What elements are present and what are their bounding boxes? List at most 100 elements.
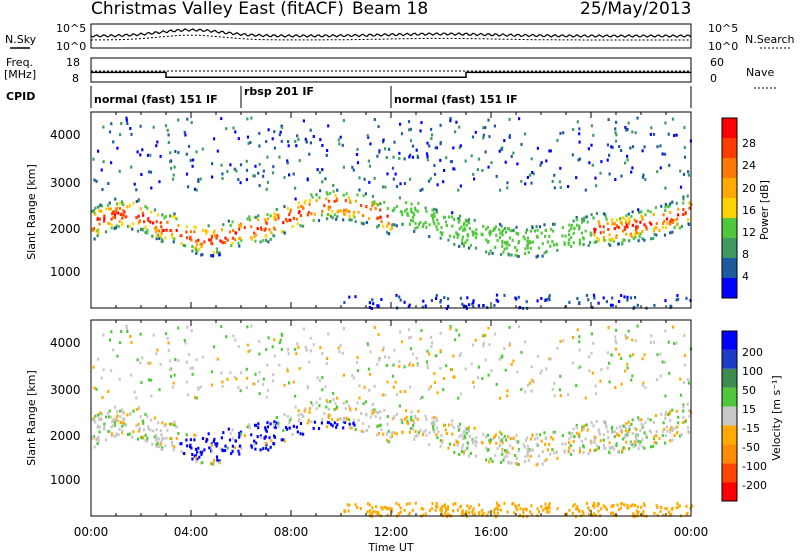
echo-cell <box>208 238 211 242</box>
echo-cell <box>352 213 355 217</box>
echo-cell <box>92 417 95 421</box>
echo-cell <box>482 334 485 338</box>
echo-cell <box>582 427 585 431</box>
echo-cell <box>568 300 571 304</box>
echo-cell <box>634 235 637 239</box>
echo-cell <box>514 246 517 249</box>
echo-cell <box>308 202 311 206</box>
echo-cell <box>516 508 519 512</box>
echo-cell <box>108 338 112 342</box>
echo-cell <box>679 377 682 381</box>
echo-cell <box>352 421 355 425</box>
echo-cell <box>417 430 420 434</box>
echo-cell <box>135 200 138 203</box>
echo-cell <box>578 434 581 438</box>
echo-cell <box>431 133 434 137</box>
echo-cell <box>221 380 224 384</box>
echo-cell <box>151 234 154 238</box>
echo-cell <box>520 387 523 391</box>
echo-cell <box>508 236 512 240</box>
echo-cell <box>174 150 177 153</box>
echo-cell <box>156 348 159 352</box>
echo-cell <box>96 442 99 446</box>
echo-cell <box>492 437 495 441</box>
echo-cell <box>104 230 108 234</box>
echo-cell <box>488 441 492 445</box>
echo-cell <box>500 253 503 257</box>
echo-cell <box>615 442 618 446</box>
echo-cell <box>628 427 631 431</box>
echo-cell <box>153 416 156 420</box>
echo-cell <box>679 185 683 189</box>
noise-panel: N.Sky 10^5 10^0 10^5 10^0 N.Search <box>5 22 795 53</box>
echo-cell <box>162 229 165 232</box>
echo-cell <box>231 444 234 448</box>
echo-cell <box>186 325 189 329</box>
echo-cell <box>669 220 672 224</box>
echo-cell <box>649 340 652 344</box>
echo-cell <box>288 426 291 430</box>
echo-cell <box>485 238 488 242</box>
echo-cell <box>356 193 359 197</box>
echo-cell <box>169 214 172 218</box>
echo-cell <box>238 431 241 435</box>
echo-cell <box>561 234 564 238</box>
echo-cell <box>184 244 187 248</box>
echo-cell <box>531 379 534 382</box>
echo-cell <box>105 207 108 211</box>
echo-cell <box>180 450 183 454</box>
echo-cell <box>328 213 331 217</box>
echo-cell <box>99 411 102 415</box>
echo-cell <box>449 119 452 123</box>
echo-cell <box>595 184 598 188</box>
echo-cell <box>428 223 431 227</box>
echo-cell <box>624 219 627 223</box>
echo-cell <box>507 435 510 439</box>
cpid-segment-3: normal (fast) 151 IF <box>394 93 518 106</box>
echo-cell <box>590 351 593 355</box>
echo-cell <box>267 336 270 340</box>
echo-cell <box>398 295 401 299</box>
echo-cell <box>619 425 622 429</box>
echo-cell <box>352 418 356 422</box>
echo-cell <box>375 505 378 509</box>
echo-cell <box>656 170 659 174</box>
echo-cell <box>626 335 629 339</box>
echo-cell <box>173 215 176 219</box>
echo-cell <box>602 235 605 239</box>
echo-cell <box>185 230 188 234</box>
echo-cell <box>250 444 253 448</box>
echo-cell <box>197 386 200 390</box>
echo-cell <box>559 131 562 135</box>
echo-cell <box>268 436 271 440</box>
echo-cell <box>458 426 461 430</box>
echo-cell <box>326 425 329 429</box>
echo-cell <box>351 165 354 169</box>
echo-cell <box>239 430 243 434</box>
echo-cell <box>664 410 667 414</box>
echo-cell <box>676 425 679 429</box>
echo-cell <box>115 210 118 214</box>
echo-cell <box>602 230 605 234</box>
echo-cell <box>649 445 653 449</box>
echo-cell <box>147 427 150 430</box>
echo-cell <box>516 232 519 236</box>
echo-cell <box>342 193 345 197</box>
echo-cell <box>530 365 533 369</box>
echo-cell <box>193 433 196 437</box>
echo-cell <box>683 334 686 338</box>
echo-cell <box>238 435 241 439</box>
echo-cell <box>673 434 676 437</box>
echo-cell <box>122 417 125 421</box>
echo-cell <box>453 443 456 447</box>
echo-cell <box>641 424 644 427</box>
echo-cell <box>262 377 265 381</box>
echo-cell <box>496 299 500 303</box>
echo-cell <box>612 511 615 515</box>
echo-cell <box>112 424 115 428</box>
echo-cell <box>471 230 474 234</box>
echo-cell <box>550 227 553 231</box>
echo-cell <box>506 389 509 393</box>
echo-cell <box>512 436 515 440</box>
echo-cell <box>200 253 203 257</box>
